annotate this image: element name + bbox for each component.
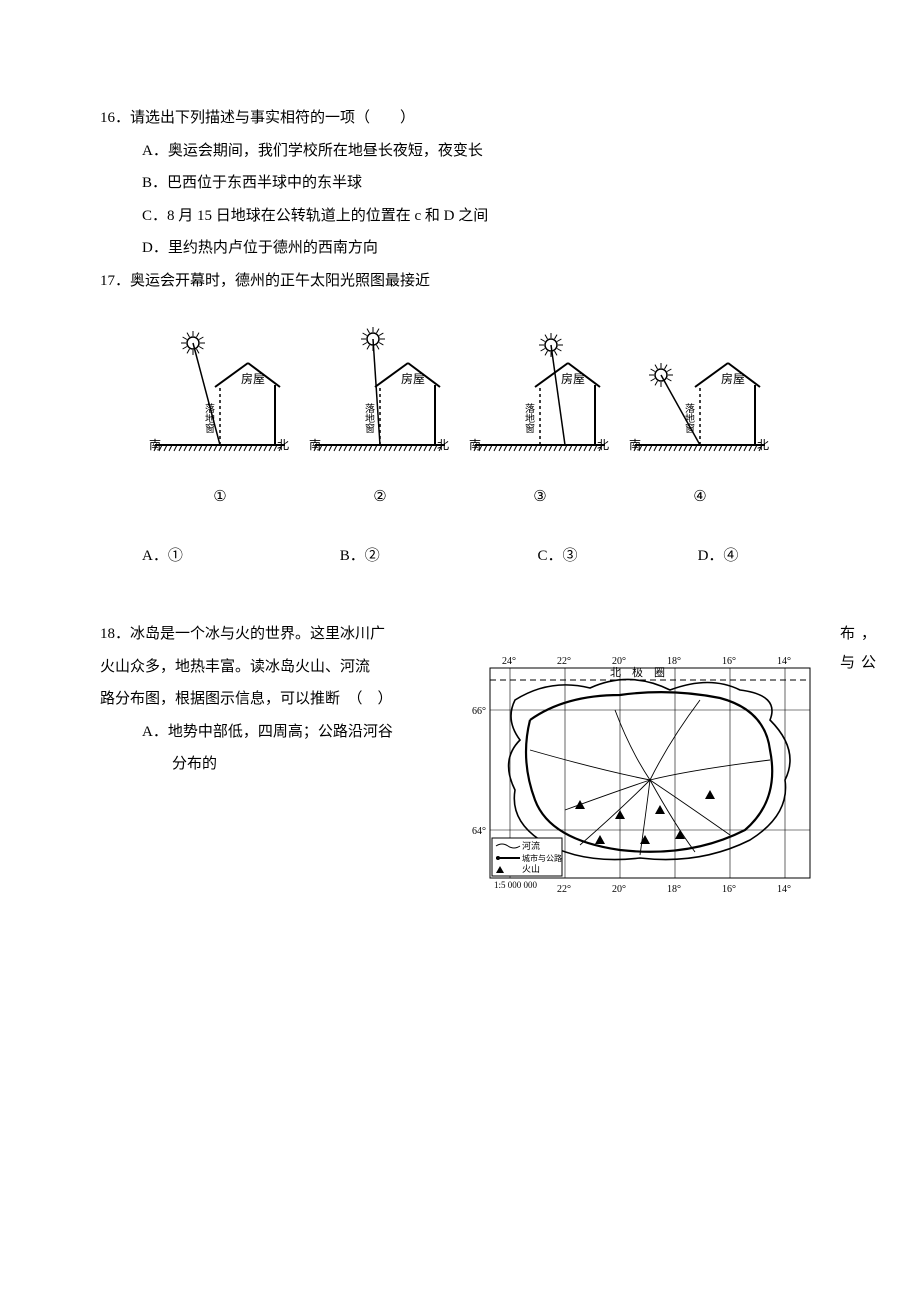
q18-option-a-l2: 分布的 (100, 750, 470, 779)
svg-text:66°: 66° (472, 706, 486, 717)
svg-text:北: 北 (437, 438, 449, 452)
svg-text:落地窗: 落地窗 (523, 403, 535, 434)
q17-diagram-indices: ① ② ③ ④ (140, 483, 780, 512)
svg-text:20°: 20° (612, 656, 626, 667)
q17-diagram-4: 南北房屋落地窗 (625, 325, 775, 465)
q18-block: 18．冰岛是一个冰与火的世界。这里冰川广 火山众多，地热丰富。读冰岛火山、河流 … (100, 620, 820, 779)
q17-idx-3: ③ (465, 483, 615, 512)
q17-option-c: C．③ (538, 542, 698, 571)
q17-diagram-2: 南 北 房屋落地窗 (305, 325, 455, 465)
q18-line3: 路分布图，根据图示信息，可以推断 （ ） (100, 685, 470, 714)
svg-text:南: 南 (309, 437, 321, 452)
q17-idx-1: ① (145, 483, 295, 512)
q17-option-b: B．② (340, 542, 538, 571)
q16-stem: 16．请选出下列描述与事实相符的一项（ ） (100, 104, 820, 133)
q18-wrap-fragments: 布， 与公 (840, 620, 882, 677)
svg-text:18°: 18° (667, 884, 681, 895)
svg-text:南: 南 (149, 437, 161, 452)
svg-text:房屋: 房屋 (561, 371, 585, 386)
svg-text:18°: 18° (667, 656, 681, 667)
svg-text:北: 北 (597, 438, 609, 452)
svg-text:南: 南 (629, 437, 641, 452)
q17-idx-4: ④ (625, 483, 775, 512)
svg-text:河流: 河流 (522, 840, 540, 851)
q17-idx-2: ② (305, 483, 455, 512)
svg-text:城市与公路: 城市与公路 (522, 853, 562, 863)
exam-page: 16．请选出下列描述与事实相符的一项（ ） A．奥运会期间，我们学校所在地昼长夜… (0, 0, 920, 823)
svg-text:22°: 22° (557, 656, 571, 667)
svg-text:北 极 圈: 北 极 圈 (610, 665, 665, 679)
q18-map: 北 极 圈 24° 22° 20° 18° 16° 14° 22° 20° 18° 16° 14° 66… (470, 640, 830, 900)
q18-option-a-l1: A．地势中部低，四周高；公路沿河谷 (100, 718, 470, 747)
q17-diagrams: 南 北 房屋落地窗 南 北 房屋落地窗 南 北 房屋落地窗 南 北 房屋落地窗 (140, 325, 780, 465)
q17-option-a: A．① (100, 542, 340, 571)
svg-text:20°: 20° (612, 884, 626, 895)
svg-text:南: 南 (469, 437, 481, 452)
q17-stem: 17．奥运会开幕时，德州的正午太阳光照图最接近 (100, 267, 820, 296)
svg-text:落地窗: 落地窗 (363, 403, 375, 434)
q18-line2: 火山众多，地热丰富。读冰岛火山、河流 (100, 653, 470, 682)
svg-text:火山: 火山 (522, 864, 540, 874)
q18-frag2: 与公 (840, 649, 882, 678)
svg-text:房屋: 房屋 (401, 371, 425, 386)
q18-text: 18．冰岛是一个冰与火的世界。这里冰川广 火山众多，地热丰富。读冰岛火山、河流 … (100, 620, 470, 779)
q16-option-d: D．里约热内卢位于德州的西南方向 (100, 234, 820, 263)
svg-text:1:5 000 000: 1:5 000 000 (494, 880, 538, 890)
svg-text:22°: 22° (557, 884, 571, 895)
q18-line1: 18．冰岛是一个冰与火的世界。这里冰川广 (100, 620, 470, 649)
q16-option-a: A．奥运会期间，我们学校所在地昼长夜短，夜变长 (100, 137, 820, 166)
q17-diagram-3: 南 北 房屋落地窗 (465, 325, 615, 465)
svg-text:房屋: 房屋 (721, 371, 745, 386)
svg-text:北: 北 (277, 438, 289, 452)
svg-text:北: 北 (757, 438, 769, 452)
svg-text:14°: 14° (777, 884, 791, 895)
svg-text:16°: 16° (722, 656, 736, 667)
svg-text:16°: 16° (722, 884, 736, 895)
svg-text:24°: 24° (502, 656, 516, 667)
svg-text:14°: 14° (777, 656, 791, 667)
q16-option-c: C．8 月 15 日地球在公转轨道上的位置在 c 和 D 之间 (100, 202, 820, 231)
q18-frag1: 布， (840, 620, 882, 649)
q17-diagram-1: 南北房屋落地窗 (145, 325, 295, 465)
svg-text:房屋: 房屋 (241, 371, 265, 386)
q16-option-b: B．巴西位于东西半球中的东半球 (100, 169, 820, 198)
q17-options-row: A．① B．② C．③ D．④ (100, 542, 820, 571)
q17-option-d: D．④ (698, 542, 820, 571)
svg-text:64°: 64° (472, 826, 486, 837)
